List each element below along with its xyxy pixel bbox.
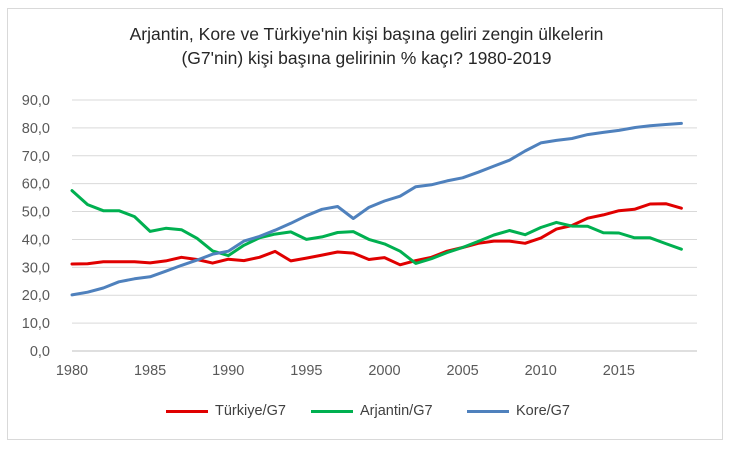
y-tick-label: 70,0 bbox=[22, 149, 50, 165]
y-tick-label: 40,0 bbox=[22, 232, 50, 248]
legend-swatch bbox=[467, 409, 509, 413]
x-tick-label: 2000 bbox=[368, 363, 400, 379]
chart-area bbox=[7, 8, 723, 440]
legend-swatch bbox=[311, 409, 353, 413]
chart-title: Arjantin, Kore ve Türkiye'nin kişi başın… bbox=[0, 22, 733, 70]
x-tick-label: 2010 bbox=[525, 363, 557, 379]
chart-title-line-2: (G7'nin) kişi başına gelirinin % kaçı? 1… bbox=[181, 48, 552, 68]
y-tick-label: 30,0 bbox=[22, 260, 50, 276]
legend-item: Arjantin/G7 bbox=[311, 403, 433, 419]
series-line-t-rkiye-g7 bbox=[70, 202, 683, 267]
y-tick-label: 90,0 bbox=[22, 93, 50, 109]
series-line-arjantin-g7 bbox=[70, 189, 683, 265]
series-line-kore-g7 bbox=[70, 121, 683, 297]
legend-label: Arjantin/G7 bbox=[360, 403, 433, 419]
x-tick-label: 1995 bbox=[290, 363, 322, 379]
legend-label: Türkiye/G7 bbox=[215, 403, 286, 419]
x-tick-label: 2005 bbox=[446, 363, 478, 379]
legend-item: Türkiye/G7 bbox=[166, 403, 286, 419]
y-tick-label: 80,0 bbox=[22, 121, 50, 137]
legend-swatch bbox=[166, 409, 208, 413]
legend-item: Kore/G7 bbox=[467, 403, 570, 419]
y-tick-label: 20,0 bbox=[22, 288, 50, 304]
y-tick-label: 60,0 bbox=[22, 177, 50, 193]
chart-title-line-1: Arjantin, Kore ve Türkiye'nin kişi başın… bbox=[129, 24, 604, 44]
y-tick-label: 50,0 bbox=[22, 205, 50, 221]
x-tick-label: 1985 bbox=[134, 363, 166, 379]
legend-label: Kore/G7 bbox=[516, 403, 570, 419]
x-tick-label: 2015 bbox=[603, 363, 635, 379]
x-tick-label: 1990 bbox=[212, 363, 244, 379]
x-tick-label: 1980 bbox=[56, 363, 88, 379]
legend: Türkiye/G7 Arjantin/G7 Kore/G7 bbox=[0, 403, 733, 425]
y-tick-label: 0,0 bbox=[30, 344, 50, 360]
y-tick-label: 10,0 bbox=[22, 316, 50, 332]
